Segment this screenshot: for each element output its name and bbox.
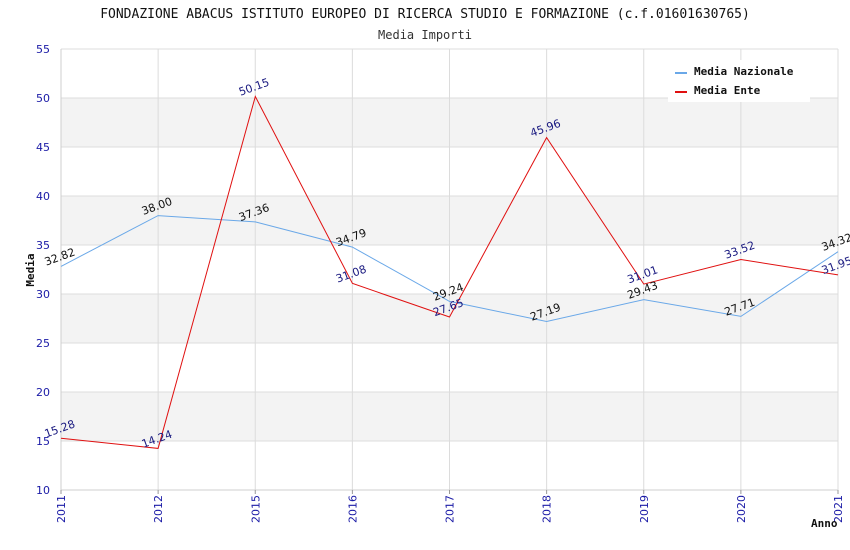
y-tick-label: 10 bbox=[36, 484, 50, 497]
x-tick-label: 2021 bbox=[832, 495, 845, 523]
y-tick-label: 25 bbox=[36, 337, 50, 350]
x-tick-label: 2012 bbox=[152, 495, 165, 523]
x-tick-label: 2016 bbox=[346, 495, 359, 523]
y-tick-label: 20 bbox=[36, 386, 50, 399]
legend-label-media-nazionale: Media Nazionale bbox=[694, 65, 794, 78]
y-tick-label: 15 bbox=[36, 435, 50, 448]
x-tick-label: 2011 bbox=[55, 495, 68, 523]
legend-background bbox=[668, 60, 810, 102]
y-tick-label: 50 bbox=[36, 92, 50, 105]
series-line-media-nazionale bbox=[60, 215, 839, 323]
x-tick-label: 2017 bbox=[444, 495, 457, 523]
chart-title: FONDAZIONE ABACUS ISTITUTO EUROPEO DI RI… bbox=[100, 7, 750, 22]
series-lines bbox=[60, 95, 839, 449]
legend-label-media-ente: Media Ente bbox=[694, 84, 761, 97]
x-tick-label: 2018 bbox=[541, 495, 554, 523]
data-label-media-ente: 31.08 bbox=[334, 263, 368, 286]
legend: Media Nazionale Media Ente bbox=[668, 60, 810, 102]
x-axis-ticks: 2011 2012 2015 2016 2017 2018 2019 2020 2021 bbox=[55, 490, 845, 523]
y-tick-label: 45 bbox=[36, 141, 50, 154]
y-tick-label: 55 bbox=[36, 43, 50, 56]
data-label-media-ente: 50.15 bbox=[237, 76, 271, 99]
y-axis-label: Media bbox=[24, 253, 37, 286]
x-tick-label: 2019 bbox=[638, 495, 651, 523]
data-label-media-ente: 31.95 bbox=[820, 254, 850, 277]
y-axis-ticks: 10 15 20 25 30 35 40 45 50 55 bbox=[36, 43, 50, 497]
y-tick-label: 40 bbox=[36, 190, 50, 203]
y-tick-label: 30 bbox=[36, 288, 50, 301]
x-tick-label: 2015 bbox=[249, 495, 262, 523]
chart-subtitle: Media Importi bbox=[378, 28, 472, 42]
y-tick-label: 35 bbox=[36, 239, 50, 252]
x-tick-label: 2020 bbox=[735, 495, 748, 523]
series-line-media-ente bbox=[60, 95, 839, 449]
x-axis-label: Anno bbox=[811, 517, 838, 530]
